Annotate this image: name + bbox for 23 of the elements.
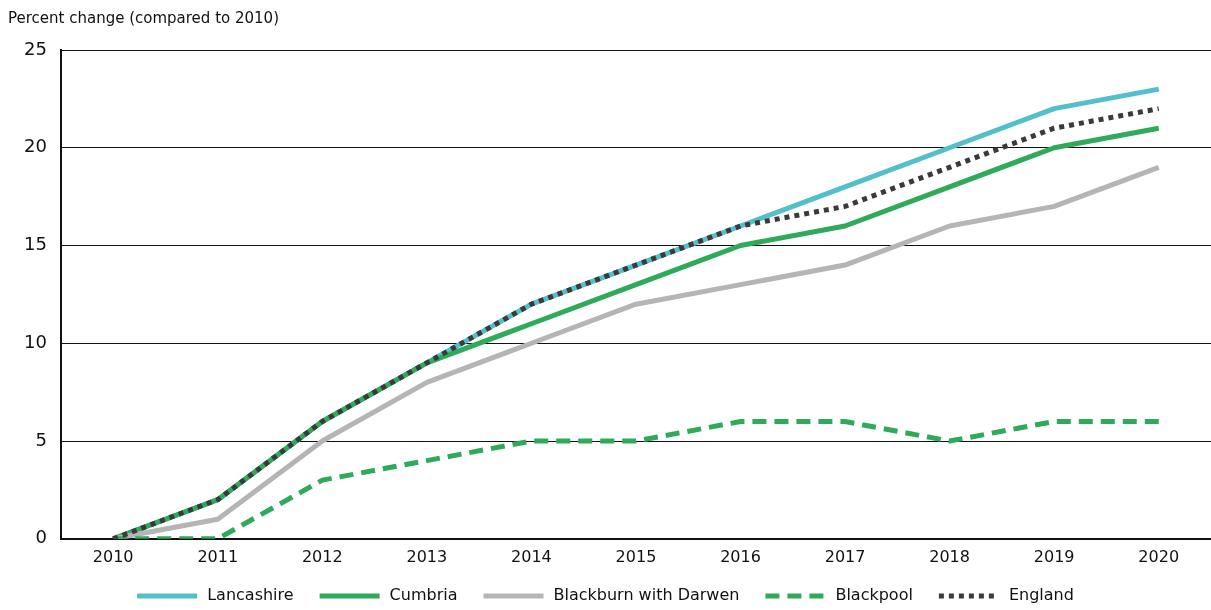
legend-label: Blackburn with Darwen <box>553 585 740 605</box>
x-tick-label: 2012 <box>301 546 343 566</box>
x-tick-label: 2011 <box>197 546 239 566</box>
legend-label: Blackpool <box>835 585 913 605</box>
legend-label: Lancashire <box>207 585 294 605</box>
y-tick-label: 25 <box>24 37 47 59</box>
x-tick-label: 2014 <box>511 546 552 566</box>
x-tick-label: 2020 <box>1138 546 1180 566</box>
x-tick-label: 2016 <box>720 546 761 566</box>
y-tick-label: 5 <box>35 428 47 450</box>
legend-label: Cumbria <box>389 585 458 605</box>
x-tick-label: 2017 <box>824 546 866 566</box>
x-tick-label: 2013 <box>406 546 448 566</box>
y-tick-label: 15 <box>24 233 47 255</box>
x-tick-label: 2018 <box>929 546 970 566</box>
y-tick-label: 10 <box>24 330 47 352</box>
x-tick-label: 2019 <box>1033 546 1075 566</box>
x-tick-label: 2015 <box>615 546 657 566</box>
y-tick-label: 20 <box>24 135 47 157</box>
y-axis-title: Percent change (compared to 2010) <box>8 9 279 28</box>
y-tick-label: 0 <box>35 526 47 548</box>
x-tick-label: 2010 <box>92 546 134 566</box>
legend-label: England <box>1008 585 1074 605</box>
